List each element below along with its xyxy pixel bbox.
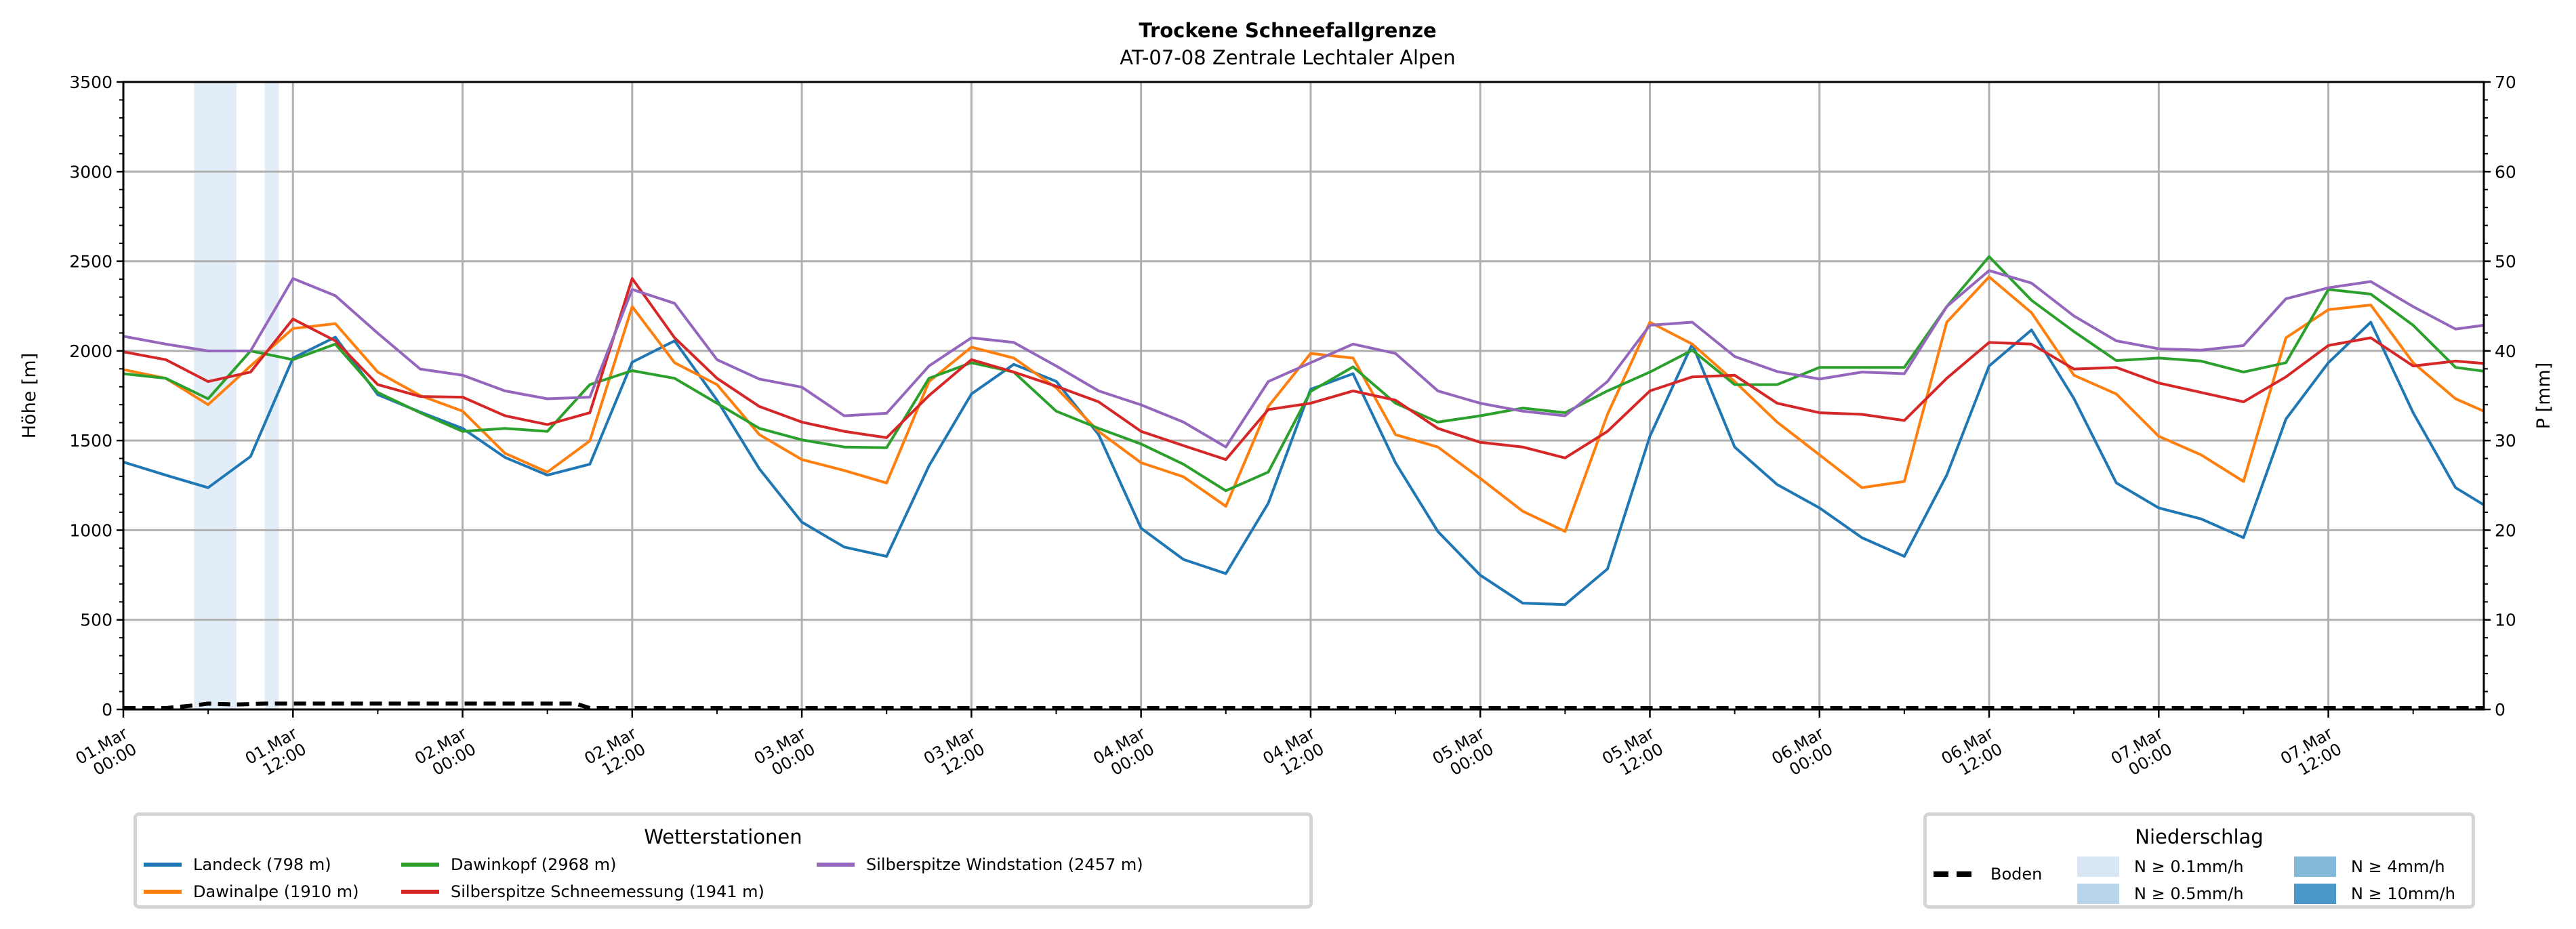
x-tick-label: 06.Mar00:00	[1768, 724, 1836, 784]
y-tick-label: 1000	[69, 520, 113, 540]
legend-label: Dawinalpe (1910 m)	[193, 882, 359, 901]
legend-label: Landeck (798 m)	[193, 855, 331, 874]
x-tick-label: 05.Mar12:00	[1599, 724, 1667, 784]
color-swatch-icon	[2294, 856, 2336, 877]
x-tick-label: 05.Mar00:00	[1429, 724, 1497, 784]
legend-label: N ≥ 10mm/h	[2351, 884, 2455, 903]
stations-legend-title: Wetterstationen	[644, 825, 802, 848]
chart-subtitle: AT-07-08 Zentrale Lechtaler Alpen	[1120, 46, 1455, 69]
legend-item-station: Silberspitze Schneemessung (1941 m)	[401, 882, 764, 901]
x-tick-label: 01.Mar12:00	[242, 724, 310, 784]
series-line	[123, 269, 2485, 449]
legend-label: Silberspitze Windstation (2457 m)	[866, 855, 1143, 874]
legend-item-station: Dawinalpe (1910 m)	[144, 882, 359, 901]
y-tick-label: 2000	[69, 342, 113, 361]
y2-axis-label: P [mm]	[2533, 363, 2554, 430]
legend-item-precip: N ≥ 4mm/h	[2294, 856, 2445, 877]
series-line	[123, 321, 2485, 606]
line-swatch-icon	[144, 863, 182, 867]
y-tick-label: 500	[80, 611, 113, 630]
series-lines	[123, 255, 2485, 710]
legend-item-station: Dawinkopf (2968 m)	[401, 855, 617, 874]
color-swatch-icon	[2077, 856, 2119, 877]
y2-tick-label: 50	[2495, 252, 2516, 272]
y-tick-label: 0	[102, 700, 113, 720]
x-tick-label: 01.Mar00:00	[73, 724, 140, 784]
y2-tick-label: 20	[2495, 520, 2516, 540]
stations-legend: Wetterstationen Landeck (798 m) Dawinalpe…	[134, 812, 1313, 909]
x-tick-label: 04.Mar12:00	[1260, 724, 1328, 784]
chart-title: Trockene Schneefallgrenze	[1139, 19, 1436, 42]
x-tick-label: 04.Mar00:00	[1090, 724, 1158, 784]
grid	[123, 81, 2484, 711]
legend-label: Boden	[1990, 865, 2043, 884]
series-line	[123, 277, 2485, 461]
precip-legend: Niederschlag Boden N ≥ 0.1mm/h N ≥ 0.5mm/…	[1923, 812, 2475, 909]
precip-period	[264, 82, 279, 709]
y-axis-label: Höhe [m]	[19, 353, 40, 439]
x-tick-label: 03.Mar00:00	[751, 724, 819, 784]
precip-shading	[194, 82, 279, 709]
x-tick-label: 02.Mar12:00	[581, 724, 649, 784]
legend-item-precip: N ≥ 10mm/h	[2294, 884, 2455, 904]
y-tick-label: 3500	[69, 73, 113, 92]
legend-label: N ≥ 0.1mm/h	[2134, 857, 2244, 876]
x-tick-label: 07.Mar00:00	[2108, 724, 2175, 784]
color-swatch-icon	[2077, 884, 2119, 904]
series-line	[123, 255, 2485, 493]
legend-item-precip: N ≥ 0.1mm/h	[2077, 856, 2244, 877]
legend-item-boden: Boden	[1934, 865, 2042, 884]
legend-label: Dawinkopf (2968 m)	[451, 855, 617, 874]
line-swatch-icon	[144, 890, 182, 894]
color-swatch-icon	[2294, 884, 2336, 904]
y2-tick-label: 0	[2495, 700, 2506, 720]
y-tick-label: 3000	[69, 162, 113, 182]
legend-label: N ≥ 4mm/h	[2351, 857, 2445, 876]
y2-tick-label: 40	[2495, 342, 2516, 361]
line-swatch-icon	[401, 890, 439, 894]
y2-tick-label: 10	[2495, 611, 2516, 630]
y2-tick-label: 60	[2495, 162, 2516, 182]
legend-item-station: Silberspitze Windstation (2457 m)	[817, 855, 1143, 874]
y2-tick-label: 70	[2495, 73, 2516, 92]
y-tick-label: 2500	[69, 252, 113, 272]
dashed-line-icon	[1934, 871, 1971, 877]
legend-label: Silberspitze Schneemessung (1941 m)	[451, 882, 764, 901]
x-tick-label: 03.Mar12:00	[920, 724, 988, 784]
x-tick-label: 07.Mar12:00	[2277, 724, 2345, 784]
y-tick-label: 1500	[69, 431, 113, 451]
legend-item-station: Landeck (798 m)	[144, 855, 331, 874]
y2-tick-label: 30	[2495, 431, 2516, 451]
line-swatch-icon	[401, 863, 439, 867]
legend-item-precip: N ≥ 0.5mm/h	[2077, 884, 2244, 904]
x-tick-label: 02.Mar00:00	[411, 724, 479, 784]
precip-legend-title: Niederschlag	[2135, 825, 2264, 848]
boden-line	[123, 701, 2484, 710]
line-swatch-icon	[817, 863, 855, 867]
series-line	[123, 275, 2485, 533]
x-tick-label: 06.Mar12:00	[1938, 724, 2006, 784]
plot-frame	[122, 81, 2485, 711]
legend-label: N ≥ 0.5mm/h	[2134, 884, 2244, 903]
